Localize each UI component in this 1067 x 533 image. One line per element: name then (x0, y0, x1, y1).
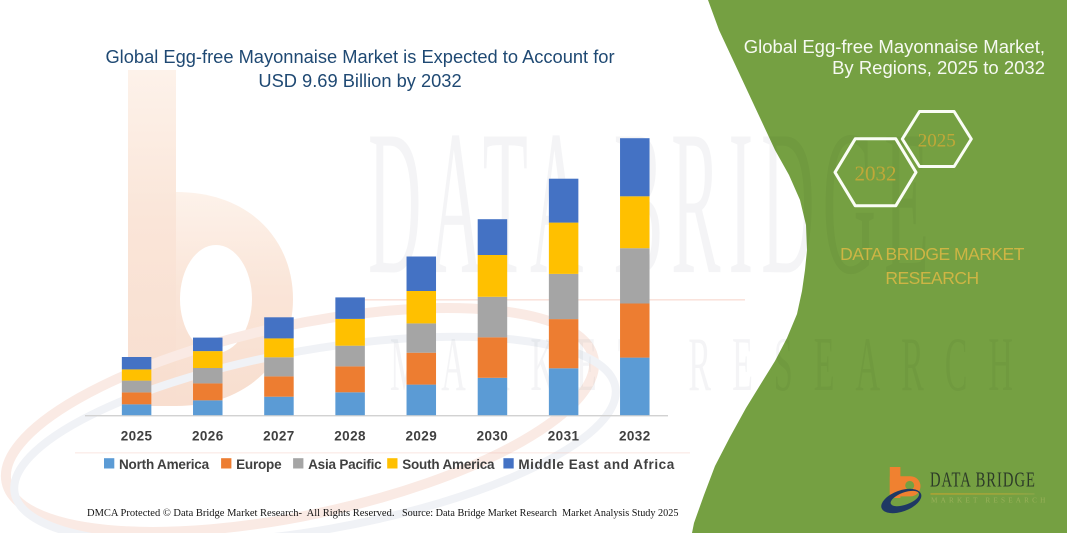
svg-text:Middle East and Africa: Middle East and Africa (518, 457, 674, 472)
svg-text:2032: 2032 (619, 428, 651, 443)
svg-text:2025: 2025 (918, 131, 956, 152)
svg-text:2027: 2027 (263, 428, 295, 443)
svg-text:North America: North America (119, 457, 210, 472)
svg-text:2025: 2025 (121, 428, 153, 443)
svg-text:Asia Pacific: Asia Pacific (308, 457, 382, 472)
svg-text:2032: 2032 (855, 162, 897, 186)
svg-text:Europe: Europe (236, 457, 282, 472)
svg-text:2030: 2030 (477, 428, 509, 443)
svg-text:MARKET RESEARCH: MARKET RESEARCH (390, 321, 1034, 406)
svg-text:DATA BRIDGE: DATA BRIDGE (930, 468, 1036, 491)
svg-text:2031: 2031 (548, 428, 580, 443)
svg-text:MARKET RESEARCH: MARKET RESEARCH (931, 497, 1049, 505)
svg-text:South America: South America (402, 457, 495, 472)
svg-text:2026: 2026 (192, 428, 224, 443)
svg-text:2028: 2028 (334, 428, 366, 443)
svg-text:2029: 2029 (405, 428, 437, 443)
